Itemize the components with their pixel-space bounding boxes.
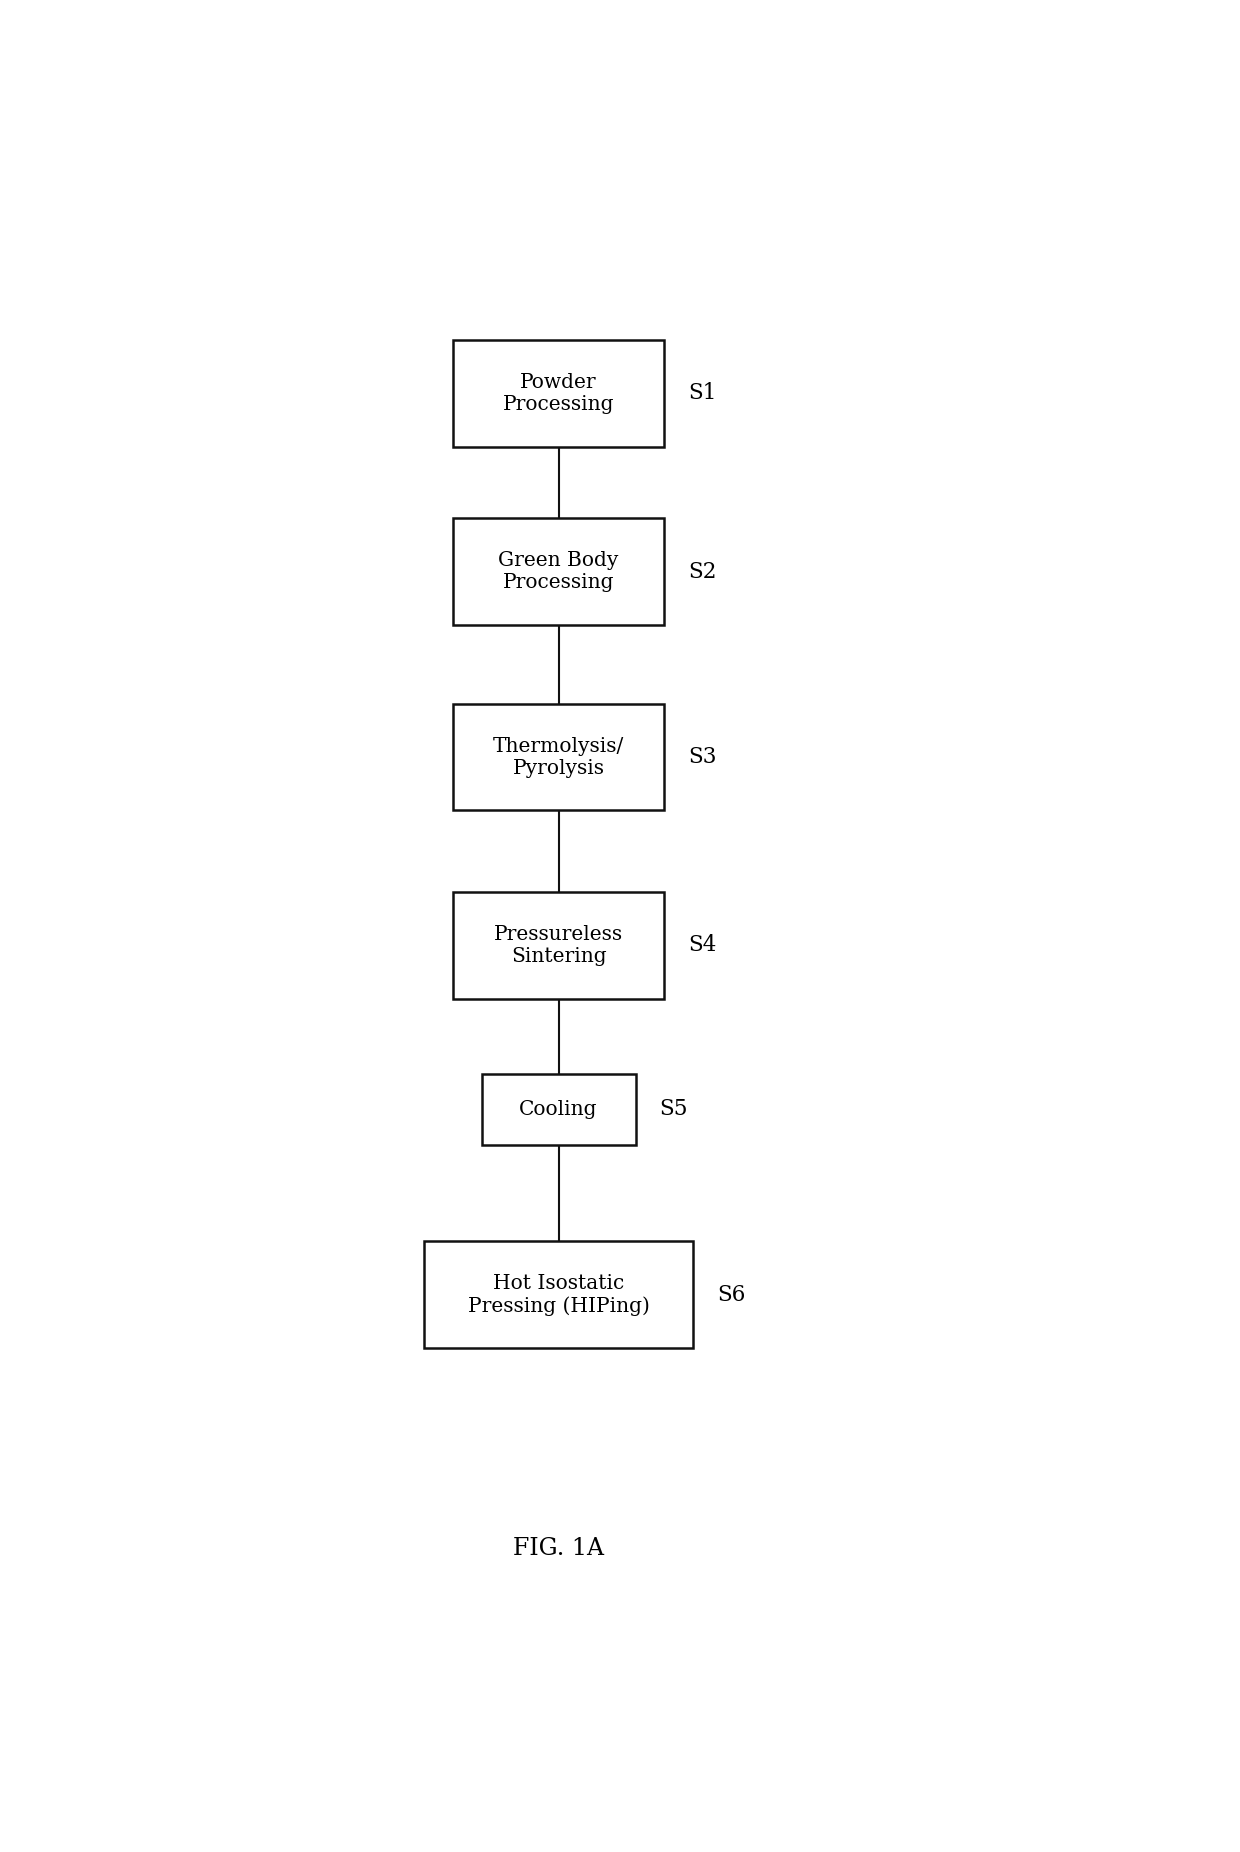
Text: S6: S6 <box>717 1283 745 1306</box>
Text: Green Body
Processing: Green Body Processing <box>498 552 619 593</box>
Text: Pressureless
Sintering: Pressureless Sintering <box>494 924 624 965</box>
Text: S2: S2 <box>688 561 717 583</box>
Bar <box>453 704 665 811</box>
Text: FIG. 1A: FIG. 1A <box>513 1537 604 1559</box>
Text: Hot Isostatic
Pressing (HIPing): Hot Isostatic Pressing (HIPing) <box>467 1274 650 1315</box>
Text: S1: S1 <box>688 382 717 404</box>
Bar <box>453 893 665 998</box>
Bar <box>453 519 665 626</box>
Bar <box>481 1074 635 1145</box>
Text: Cooling: Cooling <box>520 1100 598 1119</box>
Text: S5: S5 <box>660 1098 688 1120</box>
Bar <box>453 341 665 446</box>
Text: S3: S3 <box>688 746 717 769</box>
Text: Powder
Processing: Powder Processing <box>503 372 614 413</box>
Text: S4: S4 <box>688 933 717 956</box>
Bar <box>424 1241 693 1348</box>
Text: Thermolysis/
Pyrolysis: Thermolysis/ Pyrolysis <box>494 737 624 778</box>
